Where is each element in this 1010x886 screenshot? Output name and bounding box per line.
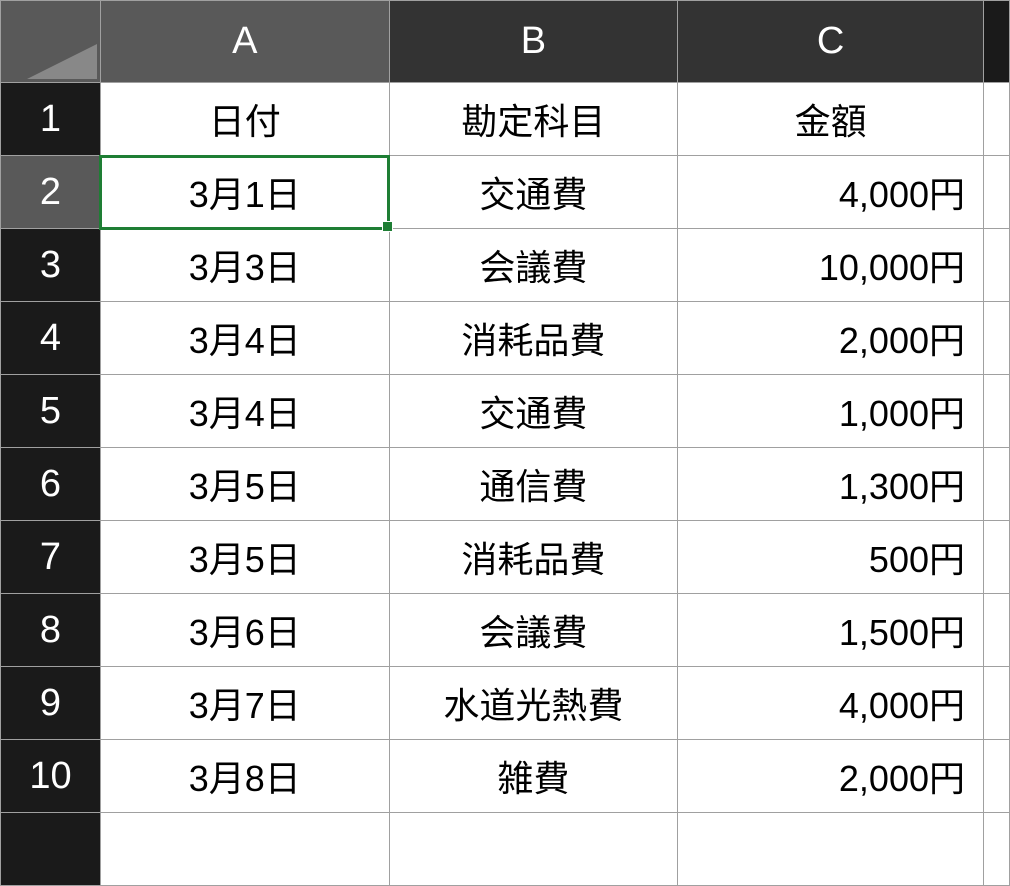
cell-C2[interactable]: 4,000円: [678, 156, 984, 229]
row-7: 7 3月5日 消耗品費 500円: [1, 521, 1010, 594]
cell-filler-1: [984, 83, 1010, 156]
cell-edge-A: [100, 813, 389, 886]
cell-filler-9: [984, 667, 1010, 740]
row-8: 8 3月6日 会議費 1,500円: [1, 594, 1010, 667]
cell-B5[interactable]: 交通費: [389, 375, 678, 448]
cell-C6[interactable]: 1,300円: [678, 448, 984, 521]
cell-A5[interactable]: 3月4日: [100, 375, 389, 448]
cell-A7[interactable]: 3月5日: [100, 521, 389, 594]
cell-edge-C: [678, 813, 984, 886]
cell-B1[interactable]: 勘定科目: [389, 83, 678, 156]
row-header-10[interactable]: 10: [1, 740, 101, 813]
cell-filler-10: [984, 740, 1010, 813]
row-3: 3 3月3日 会議費 10,000円: [1, 229, 1010, 302]
row-6: 6 3月5日 通信費 1,300円: [1, 448, 1010, 521]
cell-B10[interactable]: 雑費: [389, 740, 678, 813]
cell-C1[interactable]: 金額: [678, 83, 984, 156]
cell-A8[interactable]: 3月6日: [100, 594, 389, 667]
cell-B9[interactable]: 水道光熱費: [389, 667, 678, 740]
cell-A1[interactable]: 日付: [100, 83, 389, 156]
row-header-7[interactable]: 7: [1, 521, 101, 594]
row-header-9[interactable]: 9: [1, 667, 101, 740]
cell-C3[interactable]: 10,000円: [678, 229, 984, 302]
cell-A2[interactable]: 3月1日: [100, 156, 389, 229]
row-header-2[interactable]: 2: [1, 156, 101, 229]
column-header-A[interactable]: A: [100, 1, 389, 83]
column-header-row: A B C: [1, 1, 1010, 83]
cell-B6[interactable]: 通信費: [389, 448, 678, 521]
row-header-6[interactable]: 6: [1, 448, 101, 521]
cell-C4[interactable]: 2,000円: [678, 302, 984, 375]
row-2: 2 3月1日 交通費 4,000円: [1, 156, 1010, 229]
cell-B4[interactable]: 消耗品費: [389, 302, 678, 375]
cell-C8[interactable]: 1,500円: [678, 594, 984, 667]
row-1: 1 日付 勘定科目 金額: [1, 83, 1010, 156]
column-header-B[interactable]: B: [389, 1, 678, 83]
cell-filler-3: [984, 229, 1010, 302]
cell-B7[interactable]: 消耗品費: [389, 521, 678, 594]
row-edge: [1, 813, 1010, 886]
cell-A10[interactable]: 3月8日: [100, 740, 389, 813]
cell-edge-B: [389, 813, 678, 886]
column-header-C[interactable]: C: [678, 1, 984, 83]
cell-C5[interactable]: 1,000円: [678, 375, 984, 448]
cell-filler-2: [984, 156, 1010, 229]
row-header-1[interactable]: 1: [1, 83, 101, 156]
cell-B8[interactable]: 会議費: [389, 594, 678, 667]
row-header-edge: [1, 813, 101, 886]
cell-filler-7: [984, 521, 1010, 594]
row-header-5[interactable]: 5: [1, 375, 101, 448]
column-header-filler: [984, 1, 1010, 83]
cell-filler-4: [984, 302, 1010, 375]
row-10: 10 3月8日 雑費 2,000円: [1, 740, 1010, 813]
cell-A9[interactable]: 3月7日: [100, 667, 389, 740]
cell-C10[interactable]: 2,000円: [678, 740, 984, 813]
row-4: 4 3月4日 消耗品費 2,000円: [1, 302, 1010, 375]
row-header-3[interactable]: 3: [1, 229, 101, 302]
cell-B3[interactable]: 会議費: [389, 229, 678, 302]
row-9: 9 3月7日 水道光熱費 4,000円: [1, 667, 1010, 740]
cell-filler-8: [984, 594, 1010, 667]
cell-A3[interactable]: 3月3日: [100, 229, 389, 302]
cell-A6[interactable]: 3月5日: [100, 448, 389, 521]
row-header-4[interactable]: 4: [1, 302, 101, 375]
select-all-corner[interactable]: [1, 1, 101, 83]
cell-C7[interactable]: 500円: [678, 521, 984, 594]
cell-C9[interactable]: 4,000円: [678, 667, 984, 740]
cell-filler-5: [984, 375, 1010, 448]
row-5: 5 3月4日 交通費 1,000円: [1, 375, 1010, 448]
cell-B2[interactable]: 交通費: [389, 156, 678, 229]
cell-edge-filler: [984, 813, 1010, 886]
spreadsheet-grid[interactable]: A B C 1 日付 勘定科目 金額 2 3月1日 交通費 4,000円 3 3…: [0, 0, 1010, 886]
row-header-8[interactable]: 8: [1, 594, 101, 667]
cell-A4[interactable]: 3月4日: [100, 302, 389, 375]
cell-filler-6: [984, 448, 1010, 521]
